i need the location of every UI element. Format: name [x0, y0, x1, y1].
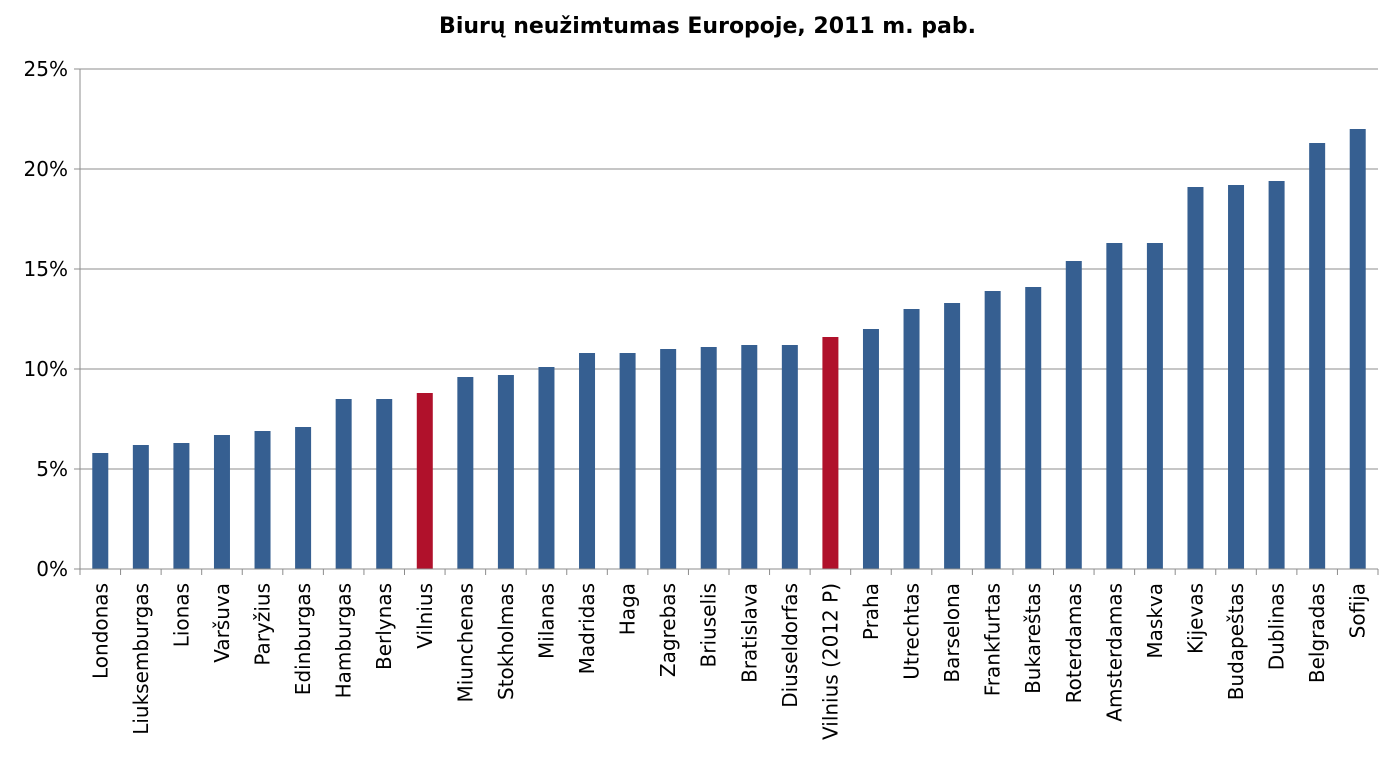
bar: [1025, 287, 1042, 569]
bar: [1106, 243, 1123, 569]
x-tick-label: Diuseldorfas: [778, 583, 802, 708]
bar: [660, 349, 677, 569]
x-tick-label: Budapeštas: [1224, 583, 1248, 700]
y-tick-label: 25%: [24, 57, 68, 81]
bar: [416, 393, 433, 569]
x-tick-label: Milanas: [534, 583, 558, 659]
x-tick-label: Varšuva: [210, 583, 234, 663]
x-tick-label: Zagrebas: [656, 583, 680, 677]
y-axis-ticks: 0% 5% 10% 15% 20% 25%: [24, 57, 80, 581]
bar: [173, 443, 190, 569]
x-tick-label: Vilnius (2012 P): [818, 583, 842, 740]
x-tick-label: Amsterdamas: [1102, 583, 1126, 722]
bar: [1349, 129, 1366, 569]
x-tick-label: Frankfurtas: [981, 583, 1005, 696]
bar: [92, 453, 109, 569]
bar: [903, 309, 920, 569]
bar: [213, 435, 230, 569]
axes: [79, 69, 1378, 570]
bar: [984, 291, 1001, 569]
chart-title: Biurų neužimtumas Europoje, 2011 m. pab.: [439, 14, 976, 39]
bar: [497, 375, 514, 569]
x-tick-label: Haga: [616, 583, 640, 635]
x-tick-label: Dublinas: [1265, 583, 1289, 670]
bar: [1187, 187, 1204, 569]
x-tick-label: Sofija: [1346, 583, 1370, 638]
x-axis-ticks: Londonas Liuksemburgas Lionas Varšuva Paryži…: [79, 569, 1379, 740]
bar: [781, 345, 798, 569]
x-tick-label: Praha: [859, 583, 883, 640]
gridlines: [80, 68, 1378, 470]
x-tick-label: Madridas: [575, 583, 599, 674]
x-tick-label: Bukareštas: [1021, 583, 1045, 694]
bar: [1146, 243, 1163, 569]
x-tick-label: Liuksemburgas: [129, 583, 153, 735]
bar: [862, 329, 879, 569]
bar: [254, 431, 271, 569]
x-tick-label: Bratislava: [737, 583, 761, 683]
y-tick-label: 5%: [36, 457, 68, 481]
x-tick-label: Londonas: [88, 583, 112, 679]
x-tick-label: Edinburgas: [291, 583, 315, 695]
y-tick-label: 0%: [36, 557, 68, 581]
x-tick-label: Belgradas: [1305, 583, 1329, 683]
bar: [1309, 143, 1326, 569]
bars: [92, 129, 1366, 569]
bar: [376, 399, 393, 569]
x-tick-label: Lionas: [169, 583, 193, 647]
x-tick-label: Roterdamas: [1062, 583, 1086, 703]
bar: [1228, 185, 1245, 569]
x-tick-label: Hamburgas: [332, 583, 356, 698]
bar: [741, 345, 758, 569]
bar: [335, 399, 352, 569]
x-tick-label: Utrechtas: [900, 583, 924, 680]
bar: [822, 337, 839, 569]
bar: [1065, 261, 1082, 569]
bar: [579, 353, 596, 569]
x-tick-label: Vilnius: [413, 583, 437, 649]
x-tick-label: Briuselis: [697, 583, 721, 667]
bar: [619, 353, 636, 569]
x-tick-label: Stokholmas: [494, 583, 518, 700]
y-tick-label: 10%: [24, 357, 68, 381]
bar: [132, 445, 149, 569]
x-tick-label: Berlynas: [372, 583, 396, 670]
x-tick-label: Miunchenas: [453, 583, 477, 703]
bar: [700, 347, 717, 569]
x-tick-label: Barselona: [940, 583, 964, 683]
bar: [1268, 181, 1285, 569]
x-tick-label: Maskva: [1143, 583, 1167, 659]
bar: [295, 427, 312, 569]
bar: [944, 303, 961, 569]
x-tick-label: Paryžius: [251, 583, 275, 666]
bar: [538, 367, 555, 569]
x-tick-label: Kijevas: [1183, 583, 1207, 654]
y-tick-label: 20%: [24, 157, 68, 181]
y-tick-label: 15%: [24, 257, 68, 281]
bar: [457, 377, 474, 569]
